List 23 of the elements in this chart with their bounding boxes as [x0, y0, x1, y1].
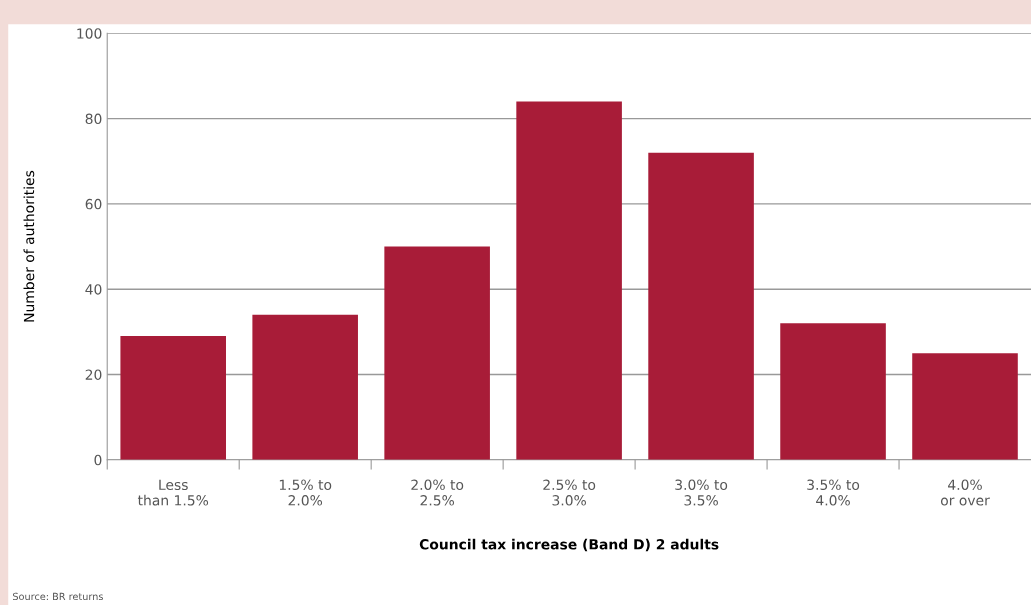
x-tick-label: 2.5% to 3.0% — [543, 479, 596, 506]
y-axis-title: Number of authorities — [23, 170, 35, 322]
y-tick-label: 20 — [85, 369, 102, 380]
bar — [648, 152, 754, 460]
bar — [252, 314, 358, 460]
bar — [384, 246, 490, 460]
x-axis-title: Council tax increase (Band D) 2 adults — [419, 538, 719, 552]
x-tick-label: 3.5% to 4.0% — [807, 479, 860, 506]
x-tick-label: 3.0% to 3.5% — [675, 479, 728, 506]
bar — [120, 336, 226, 460]
y-tick-label: 0 — [94, 454, 102, 466]
x-tick-label: 1.5% to 2.0% — [279, 479, 332, 506]
y-tick-label: 80 — [85, 113, 102, 125]
bar — [516, 101, 622, 460]
x-tick-label: 2.0% to 2.5% — [411, 479, 464, 506]
y-tick-label: 100 — [77, 28, 102, 39]
y-tick-label: 60 — [85, 198, 102, 210]
x-tick-label: Less than 1.5% — [137, 479, 209, 506]
bar — [912, 353, 1018, 460]
y-tick-label: 40 — [85, 284, 102, 295]
bar — [780, 323, 886, 460]
source-note: Source: BR returns — [13, 592, 103, 601]
x-tick-label: 4.0% or over — [940, 479, 990, 506]
